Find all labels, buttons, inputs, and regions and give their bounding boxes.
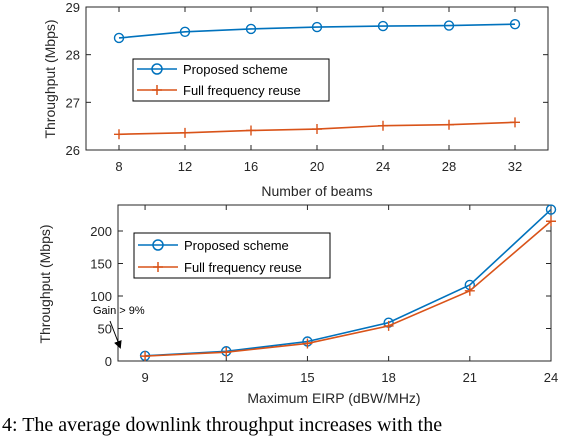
top-x-tick-label: 28 — [442, 159, 456, 174]
bottom-y-tick-label: 150 — [90, 257, 112, 272]
figure-caption: . 4: The average downlink throughput inc… — [0, 414, 586, 437]
bottom-legend: Proposed scheme Full frequency reuse — [133, 232, 331, 279]
top-series-0-point — [311, 21, 323, 33]
bottom-series-0-point — [545, 204, 557, 215]
bottom-legend-label-full-reuse: Full frequency reuse — [184, 260, 302, 275]
figure-caption-text: . 4: The average downlink throughput inc… — [0, 414, 443, 436]
bottom-y-tick-label: 0 — [105, 354, 112, 369]
top-x-tick-label: 32 — [508, 159, 522, 174]
bottom-x-tick-label: 15 — [300, 370, 314, 385]
bottom-x-tick-label: 18 — [381, 370, 395, 385]
top-x-tick-label: 12 — [178, 159, 192, 174]
top-legend-box — [132, 58, 330, 102]
bottom-x-axis-label: Maximum EIRP (dBW/MHz) — [247, 390, 420, 406]
top-series-1-point — [510, 117, 520, 128]
top-series-0-point — [509, 18, 521, 30]
bottom-series-1-point — [302, 338, 313, 349]
bottom-y-tick-label: 200 — [90, 224, 112, 239]
top-y-tick-label: 26 — [66, 143, 80, 158]
bottom-y-axis-label: Throughput (Mbps) — [37, 224, 53, 343]
bottom-chart: 0 50 100 150 200 9 12 15 18 21 24 Maximum EIRP (d… — [37, 204, 558, 406]
top-legend-marker-full-reuse — [152, 85, 162, 95]
bottom-x-tick-label: 12 — [219, 370, 233, 385]
bottom-y-tick-label: 50 — [98, 322, 112, 337]
top-legend-label-proposed: Proposed scheme — [183, 62, 288, 77]
top-legend-label-full-reuse: Full frequency reuse — [183, 83, 301, 98]
bottom-series-line-1 — [145, 220, 552, 357]
top-series-1-point — [312, 124, 322, 135]
gain-annotation-arrow — [109, 320, 122, 349]
bottom-series-line-0 — [145, 208, 552, 357]
bottom-x-tick-label: 24 — [544, 370, 558, 385]
top-x-tick-label: 20 — [310, 159, 324, 174]
top-series-1-point — [180, 127, 190, 138]
top-series-0-point — [377, 20, 389, 32]
bottom-series-1-point — [464, 285, 475, 296]
top-legend-marker-proposed — [151, 63, 163, 75]
bottom-legend-marker-full-reuse — [153, 262, 163, 272]
top-x-tick-label: 24 — [376, 159, 390, 174]
top-series-1-point — [114, 129, 124, 140]
top-series-0-point — [245, 23, 257, 35]
bottom-series-1-point — [140, 351, 151, 362]
gain-annotation: Gain > 9% — [93, 305, 145, 317]
top-x-tick-label: 16 — [244, 159, 258, 174]
top-x-axis-label: Number of beams — [261, 183, 372, 199]
bottom-legend-box — [133, 232, 331, 279]
top-series-line-0 — [118, 23, 516, 39]
top-y-tick-label: 29 — [66, 0, 80, 15]
top-y-tick-label: 28 — [66, 48, 80, 63]
bottom-series-1-point — [221, 347, 232, 358]
top-series-1-point — [444, 119, 454, 130]
bottom-series-1-point — [546, 216, 556, 227]
top-y-tick-label: 27 — [66, 95, 80, 110]
top-legend: Proposed scheme Full frequency reuse — [132, 58, 330, 102]
top-chart: 26 27 28 29 8 12 16 20 24 28 32 Number of beams T… — [42, 0, 549, 199]
bottom-x-tick-label: 21 — [463, 370, 477, 385]
top-series-0-point — [443, 20, 455, 31]
top-series-0-point — [179, 26, 191, 37]
top-series-0-point — [113, 32, 125, 44]
bottom-legend-label-proposed: Proposed scheme — [184, 238, 289, 253]
bottom-y-tick-label: 100 — [90, 289, 112, 304]
top-series-1-point — [378, 120, 388, 131]
top-y-axis-label: Throughput (Mbps) — [42, 19, 58, 138]
bottom-legend-marker-proposed — [152, 239, 164, 251]
top-x-tick-label: 8 — [115, 159, 122, 174]
top-series-1-point — [246, 125, 256, 136]
bottom-series-1-point — [383, 320, 394, 331]
bottom-x-tick-label: 9 — [141, 370, 148, 385]
